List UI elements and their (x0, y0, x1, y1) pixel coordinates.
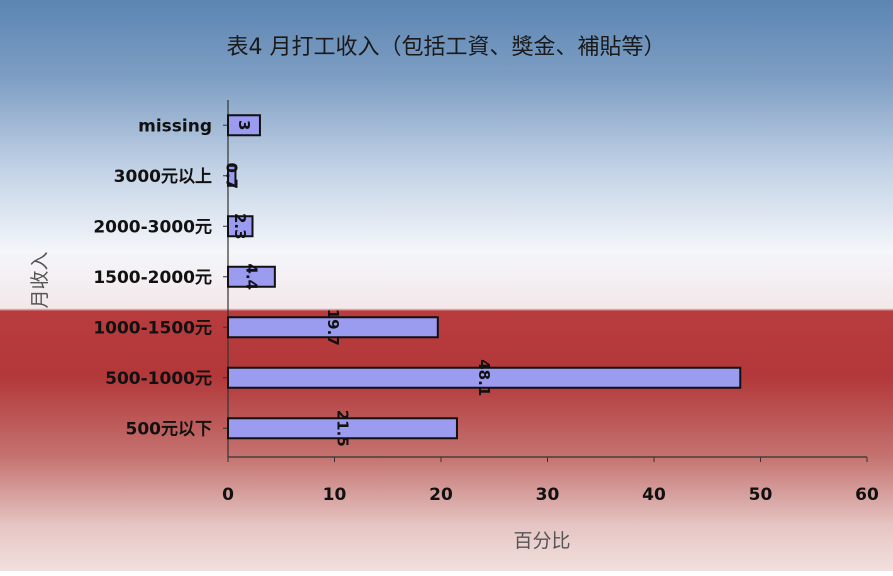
bar (227, 265, 276, 288)
bar (227, 164, 237, 187)
bar-value-label: 0.7 (223, 162, 241, 189)
bar-value-label: 3 (235, 120, 253, 130)
category-label: 2000-3000元 (93, 217, 212, 237)
bar (227, 366, 742, 389)
category-label: 1000-1500元 (93, 318, 212, 338)
bar-value-label: 48.1 (475, 359, 493, 396)
x-tick-label: 60 (855, 485, 879, 505)
x-tick-label: 0 (222, 485, 234, 505)
category-label: 1500-2000元 (93, 268, 212, 288)
category-label: missing (138, 116, 212, 136)
y-axis-label: 月收入 (29, 251, 51, 308)
category-label: 3000元以上 (114, 167, 212, 187)
bar-value-label: 4.4 (242, 263, 260, 290)
x-tick-label: 30 (536, 485, 560, 505)
bar-value-label: 21.5 (333, 410, 351, 447)
bar-value-label: 19.7 (324, 309, 342, 346)
x-axis-label: 百分比 (513, 530, 570, 552)
bar-value-label: 2.3 (231, 213, 249, 240)
x-tick-label: 20 (429, 485, 453, 505)
bar (227, 114, 261, 137)
chart-title: 表4 月打工收入（包括工資、獎金、補貼等） (227, 35, 666, 60)
bar (227, 417, 458, 440)
category-label: 500元以下 (126, 419, 213, 439)
plot-area: 0 10 20 30 40 50 60 missing 3 3000元以上 0.7 2000-3000… (93, 100, 879, 505)
x-tick-label: 40 (642, 485, 666, 505)
category-label: 500-1000元 (105, 369, 212, 389)
x-tick-label: 50 (749, 485, 773, 505)
bar (227, 316, 439, 339)
bar (227, 215, 254, 238)
x-tick-label: 10 (323, 485, 347, 505)
